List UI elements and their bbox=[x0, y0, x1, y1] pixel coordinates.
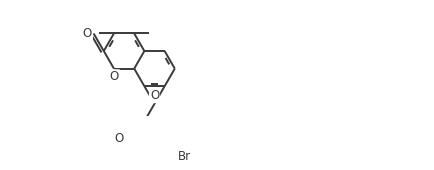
Text: O: O bbox=[150, 89, 159, 102]
Text: O: O bbox=[82, 27, 92, 40]
Text: Br: Br bbox=[178, 150, 191, 163]
Text: O: O bbox=[109, 70, 119, 83]
Text: O: O bbox=[115, 132, 124, 145]
